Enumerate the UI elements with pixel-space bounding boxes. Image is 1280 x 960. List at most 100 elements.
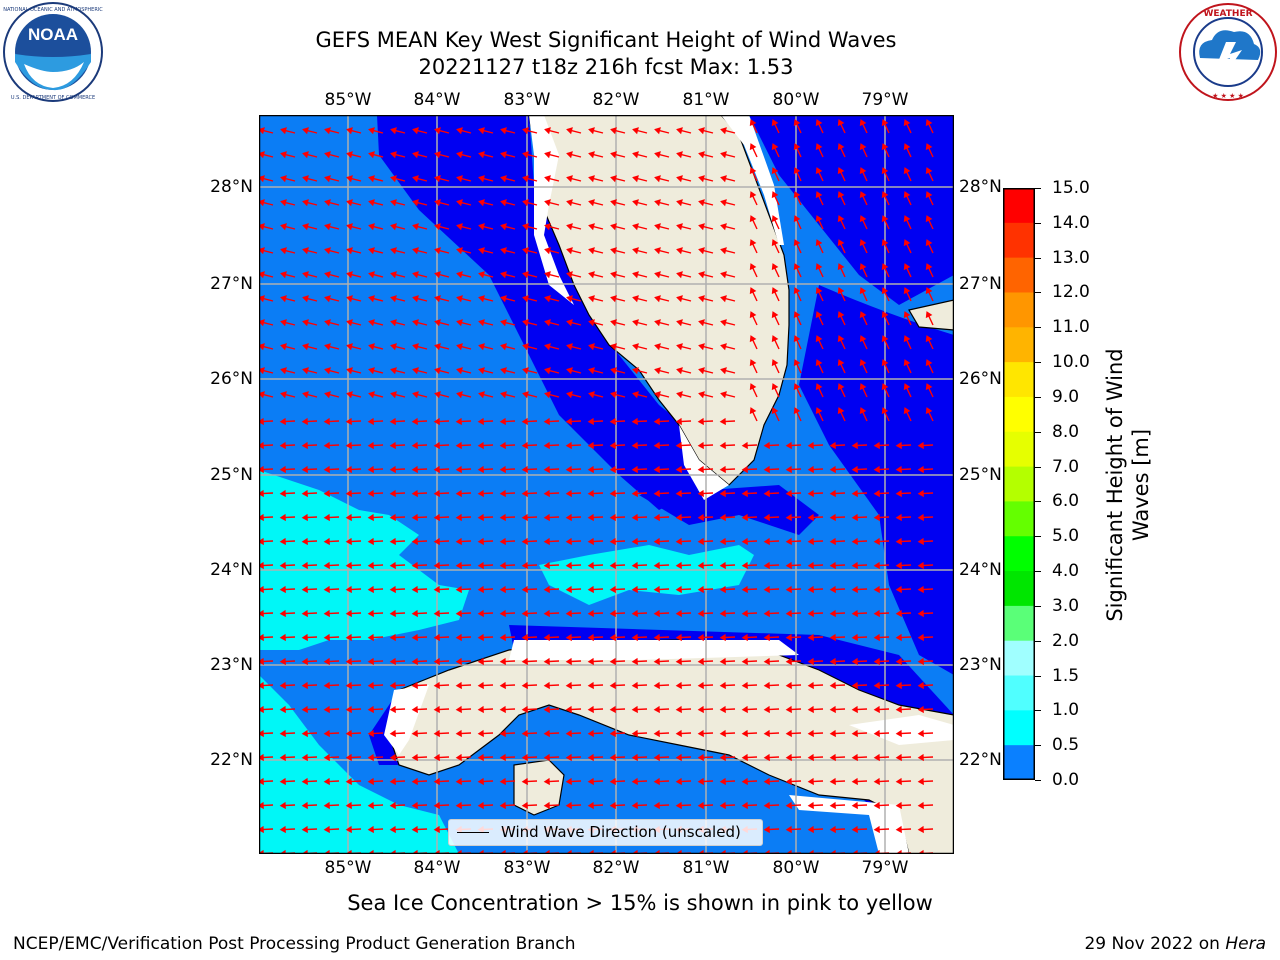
wave-arrow-head xyxy=(302,271,309,279)
wave-arrow-head xyxy=(895,825,902,834)
wave-arrow-head xyxy=(771,311,779,319)
wave-arrow-head xyxy=(346,391,353,399)
wave-arrow-head xyxy=(279,657,286,666)
wave-arrow-head xyxy=(807,489,814,498)
wave-arrow-head xyxy=(544,175,551,183)
wave-arrow-head xyxy=(324,367,331,375)
wave-arrow-head xyxy=(455,537,462,546)
wave-arrow-head xyxy=(654,295,661,303)
wave-arrow-head xyxy=(881,239,889,247)
wave-arrow-head xyxy=(522,295,529,303)
wave-arrow-head xyxy=(763,657,770,666)
wave-arrow-head xyxy=(455,585,462,594)
wave-arrow-head xyxy=(763,537,770,546)
colorbar-tick-mark xyxy=(1035,257,1041,259)
svg-text:★ ★ ★ ★: ★ ★ ★ ★ xyxy=(1212,92,1244,100)
wave-arrow-head xyxy=(346,151,353,159)
wave-arrow-head xyxy=(433,513,440,522)
wave-arrow-head xyxy=(279,609,286,618)
wave-arrow-head xyxy=(412,391,419,399)
wave-arrow-head xyxy=(807,513,814,522)
wave-arrow-head xyxy=(851,729,858,738)
wave-arrow-head xyxy=(566,295,573,303)
wave-arrow-head xyxy=(917,465,924,474)
wave-arrow-head xyxy=(345,513,352,522)
wave-arrow-head xyxy=(521,657,528,666)
wave-arrow-head xyxy=(851,657,858,666)
wave-arrow-head xyxy=(544,199,551,207)
wave-arrow-head xyxy=(698,151,705,159)
wave-arrow-head xyxy=(433,537,440,546)
wave-arrow-head xyxy=(521,681,528,690)
wave-arrow-head xyxy=(653,681,660,690)
wave-arrow-head xyxy=(610,175,617,183)
wave-arrow-head xyxy=(259,777,264,786)
wave-arrow-head xyxy=(367,441,374,450)
wave-arrow-head xyxy=(323,585,330,594)
wave-arrow-head xyxy=(771,287,779,295)
wave-arrow-head xyxy=(499,465,506,474)
wave-arrow-head xyxy=(302,223,309,231)
wave-arrow-head xyxy=(301,609,308,618)
wave-arrow-head xyxy=(925,359,933,367)
wave-arrow-head xyxy=(543,609,550,618)
wave-arrow-head xyxy=(807,681,814,690)
wave-arrow-head xyxy=(345,561,352,570)
wave-arrow-head xyxy=(749,383,757,391)
wave-arrow-head xyxy=(368,151,375,159)
wave-arrow-head xyxy=(279,441,286,450)
wave-arrow-head xyxy=(280,175,287,183)
wave-arrow-head xyxy=(588,151,595,159)
wave-arrow-head xyxy=(925,287,933,295)
wave-arrow-head xyxy=(807,729,814,738)
wave-arrow-head xyxy=(917,609,924,618)
wave-arrow-head xyxy=(587,513,594,522)
wave-arrow-head xyxy=(522,343,529,351)
wave-arrow-head xyxy=(925,239,933,247)
svg-text:U.S. DEPARTMENT OF COMMERCE: U.S. DEPARTMENT OF COMMERCE xyxy=(11,95,95,101)
wave-arrow-head xyxy=(566,247,573,255)
wave-arrow-head xyxy=(389,705,396,714)
wave-arrow-head xyxy=(829,777,836,786)
wave-arrow-head xyxy=(698,199,705,207)
wave-arrow-head xyxy=(653,777,660,786)
wave-arrow-head xyxy=(631,585,638,594)
colorbar-tick-mark xyxy=(1035,222,1041,224)
wave-arrow-head xyxy=(903,239,911,247)
wave-arrow-head xyxy=(433,825,440,834)
wave-arrow-head xyxy=(522,391,529,399)
wave-arrow-head xyxy=(749,215,757,223)
wave-arrow-head xyxy=(873,801,880,810)
wave-arrow-head xyxy=(500,319,507,327)
wave-arrow-head xyxy=(587,633,594,642)
wave-arrow-head xyxy=(389,561,396,570)
colorbar-tick-label: 7.0 xyxy=(1052,456,1080,477)
wave-arrow-head xyxy=(390,295,397,303)
wave-arrow-head xyxy=(720,391,727,399)
wave-arrow-head xyxy=(259,271,265,279)
wave-arrow-head xyxy=(588,175,595,183)
wave-arrow-head xyxy=(455,777,462,786)
colorbar-tick-mark xyxy=(1035,396,1041,398)
wave-arrow-head xyxy=(631,753,638,762)
wave-arrow-head xyxy=(676,319,683,327)
wave-arrow-head xyxy=(412,175,419,183)
wave-arrow-head xyxy=(367,633,374,642)
wave-arrow-head xyxy=(323,489,330,498)
wave-arrow-head xyxy=(925,311,933,319)
svg-text:WEATHER: WEATHER xyxy=(1203,9,1252,19)
wave-arrow-head xyxy=(741,681,748,690)
wave-arrow-head xyxy=(903,167,911,175)
wave-arrow-head xyxy=(368,367,375,375)
colorbar-tick-label: 6.0 xyxy=(1052,491,1080,512)
wave-arrow-head xyxy=(895,801,902,810)
wave-arrow-head xyxy=(632,319,639,327)
wave-arrow-head xyxy=(478,199,485,207)
wave-arrow-head xyxy=(631,489,638,498)
wave-arrow-head xyxy=(521,609,528,618)
wave-arrow-head xyxy=(837,335,845,343)
wave-arrow-head xyxy=(895,753,902,762)
wave-arrow-head xyxy=(324,223,331,231)
wave-arrow-head xyxy=(763,753,770,762)
colorbar-cell xyxy=(1003,571,1035,607)
